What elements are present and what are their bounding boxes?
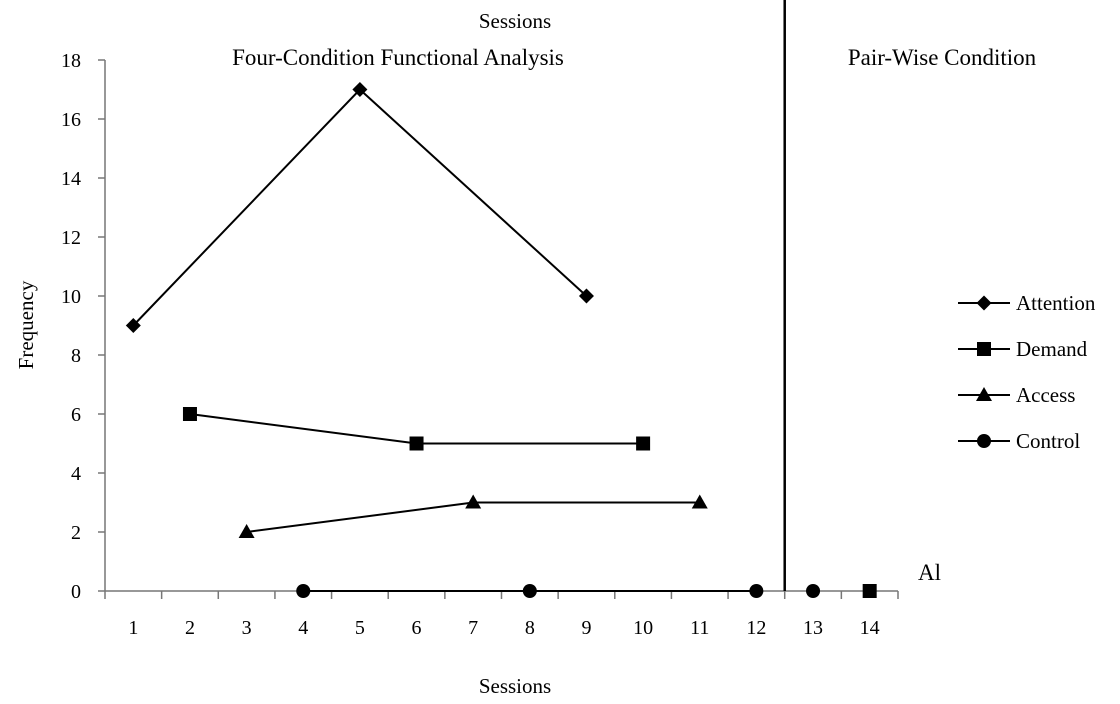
x-tick-label: 12 — [746, 617, 766, 639]
x-tick-label: 10 — [633, 617, 653, 639]
y-tick-label: 0 — [71, 581, 81, 603]
control-point — [522, 584, 537, 598]
x-axis-title: Sessions — [479, 674, 551, 698]
control-point — [806, 584, 821, 598]
legend-square-marker — [977, 342, 991, 356]
x-tick-label: 9 — [581, 617, 591, 639]
demand-point — [862, 584, 877, 598]
y-tick-label: 2 — [71, 522, 81, 544]
legend-item-access: Access — [958, 383, 1075, 407]
legend-label-attention: Attention — [1016, 291, 1096, 315]
y-axis-title: Frequency — [14, 280, 38, 369]
x-tick-label: 2 — [185, 617, 195, 639]
legend: Attention Demand Access Control — [958, 291, 1096, 453]
legend-label-control: Control — [1016, 429, 1080, 453]
legend-triangle-marker — [976, 387, 992, 401]
x-tick-label: 8 — [525, 617, 535, 639]
x-tick-label: 5 — [355, 617, 365, 639]
subject-label: Al — [918, 560, 941, 585]
access-point — [238, 524, 255, 538]
y-tick-label: 12 — [61, 227, 81, 249]
series-access — [238, 494, 708, 538]
legend-item-control: Control — [958, 429, 1080, 453]
demand-point — [636, 436, 651, 451]
legend-item-attention: Attention — [958, 291, 1096, 315]
attention-point — [578, 288, 594, 304]
x-tick-label: 13 — [803, 617, 823, 639]
legend-label-demand: Demand — [1016, 337, 1088, 361]
legend-item-demand: Demand — [958, 337, 1088, 361]
x-tick-label: 14 — [860, 617, 880, 639]
x-tick-label: 7 — [468, 617, 478, 639]
y-tick-label: 18 — [61, 50, 81, 72]
x-tick-label: 3 — [242, 617, 252, 639]
y-tick-label: 8 — [71, 345, 81, 367]
x-tick-label: 11 — [690, 617, 709, 639]
y-tick-label: 10 — [61, 286, 81, 308]
attention-point — [125, 318, 141, 333]
legend-diamond-marker — [976, 295, 992, 311]
top-axis-title: Sessions — [479, 9, 551, 33]
series — [125, 82, 877, 598]
access-point — [465, 494, 482, 509]
y-tick-label: 4 — [71, 463, 81, 485]
series-attention — [125, 82, 594, 333]
control-point — [749, 584, 764, 598]
attention-line — [132, 88, 588, 327]
phase-label-pair-wise: Pair-Wise Condition — [848, 45, 1037, 70]
x-tick-label: 1 — [128, 617, 138, 639]
legend-label-access: Access — [1016, 383, 1075, 407]
legend-circle-marker — [977, 434, 991, 448]
series-control — [296, 584, 821, 598]
x-tick-label: 4 — [298, 617, 308, 639]
demand-point — [182, 407, 197, 421]
y-tick-label: 6 — [71, 404, 81, 426]
attention-point — [352, 82, 368, 97]
y-tick-label: 14 — [61, 168, 81, 190]
phase-label-four-condition: Four-Condition Functional Analysis — [232, 45, 564, 70]
y-tick-label: 16 — [61, 109, 81, 131]
control-point — [296, 584, 311, 598]
demand-point — [409, 436, 424, 451]
series-demand — [182, 407, 877, 598]
access-point — [691, 494, 708, 509]
x-tick-label: 6 — [412, 617, 422, 639]
